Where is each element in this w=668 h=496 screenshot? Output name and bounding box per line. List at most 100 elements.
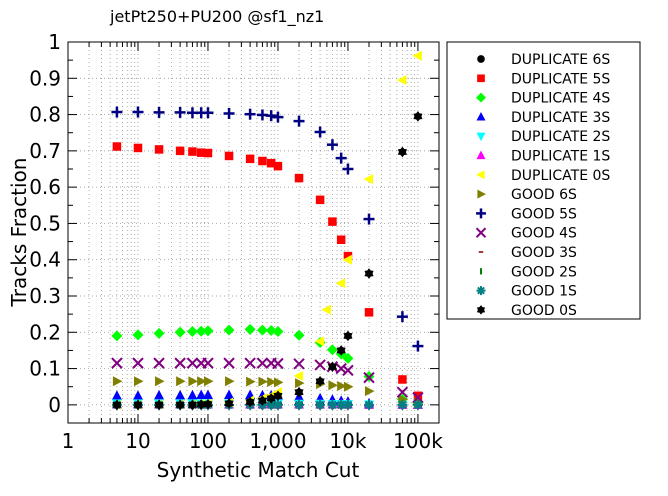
- data-point: [244, 357, 256, 369]
- data-point: [153, 327, 165, 339]
- y-tick-label: 1: [48, 30, 61, 54]
- y-tick-label: 0.3: [29, 284, 61, 308]
- legend-label: GOOD 6S: [511, 187, 577, 203]
- legend-label: DUPLICATE 4S: [511, 91, 610, 107]
- data-point: [258, 156, 267, 166]
- legend-label: GOOD 3S: [511, 245, 577, 261]
- data-point: [265, 110, 277, 122]
- data-point: [342, 352, 354, 364]
- series-duplicate-0s: [111, 50, 422, 410]
- data-points: [111, 50, 424, 411]
- data-point: [364, 399, 375, 410]
- data-point: [224, 389, 235, 400]
- legend-marker: [476, 92, 486, 103]
- data-point: [224, 151, 234, 161]
- data-point: [294, 399, 305, 410]
- series-duplicate-5s: [112, 142, 423, 401]
- data-point: [363, 371, 375, 384]
- legend-label: DUPLICATE 6S: [511, 52, 610, 68]
- data-point: [132, 106, 144, 118]
- data-point: [335, 152, 347, 164]
- legend-marker: [476, 208, 486, 219]
- legend-label: DUPLICATE 0S: [511, 168, 610, 184]
- data-point: [295, 378, 305, 389]
- legend-label: GOOD 5S: [511, 206, 577, 222]
- data-point: [132, 357, 144, 369]
- plot-frame: [67, 41, 440, 424]
- x-tick-label: 100k: [393, 429, 443, 453]
- data-point: [175, 389, 186, 400]
- data-point: [202, 389, 213, 400]
- data-point: [112, 399, 122, 411]
- data-point: [203, 398, 213, 410]
- data-point: [396, 75, 407, 86]
- legend-item: GOOD 4S: [475, 226, 577, 242]
- data-point: [343, 330, 353, 342]
- data-point: [397, 399, 408, 410]
- data-point: [186, 357, 199, 369]
- data-point: [111, 390, 122, 400]
- legend-marker: [476, 286, 486, 296]
- data-point: [203, 148, 213, 158]
- series-good-0s: [112, 111, 423, 411]
- data-point: [153, 106, 165, 118]
- data-point: [315, 399, 326, 410]
- data-point: [244, 323, 256, 335]
- y-tick-label: 0.4: [29, 248, 61, 272]
- data-point: [175, 146, 185, 156]
- x-tick-label: 10k: [329, 429, 366, 453]
- data-point: [293, 370, 304, 381]
- y-tick-label: 0.9: [29, 66, 61, 90]
- data-point: [315, 376, 325, 387]
- data-point: [202, 107, 214, 119]
- data-point: [273, 161, 283, 171]
- x-tick-label: 100: [189, 429, 227, 453]
- data-point: [223, 357, 235, 369]
- legend-item: DUPLICATE 2S: [476, 129, 610, 145]
- data-point: [294, 173, 304, 183]
- data-point: [293, 329, 305, 341]
- legend-marker: [476, 111, 486, 121]
- data-point: [203, 376, 214, 387]
- legend-item: DUPLICATE 1S: [476, 149, 610, 165]
- x-tick-label: 1: [62, 429, 75, 453]
- legend-item: GOOD 5S: [476, 206, 577, 222]
- data-point: [265, 324, 277, 336]
- legend-box: [446, 41, 641, 320]
- data-point: [326, 344, 338, 356]
- data-point: [273, 390, 283, 402]
- legend-marker: [477, 74, 485, 83]
- data-point: [272, 399, 283, 410]
- data-point: [223, 324, 235, 336]
- data-point: [132, 390, 143, 400]
- legend-marker: [476, 150, 486, 160]
- legend-item: DUPLICATE 5S: [477, 71, 610, 87]
- data-point: [336, 345, 346, 356]
- data-point: [256, 324, 268, 336]
- data-point: [413, 111, 423, 122]
- data-point: [111, 106, 123, 118]
- data-point: [153, 357, 165, 369]
- data-point: [223, 107, 235, 119]
- y-axis-label: Tracks Fraction: [7, 158, 31, 308]
- data-point: [321, 304, 331, 315]
- data-point: [342, 163, 354, 175]
- data-point: [245, 154, 255, 164]
- data-point: [412, 340, 424, 352]
- data-point: [186, 326, 198, 338]
- legend-item: GOOD 3S: [478, 245, 577, 261]
- data-point: [174, 357, 186, 369]
- legend-label: DUPLICATE 2S: [511, 129, 610, 145]
- data-point: [342, 399, 353, 410]
- legend-item: GOOD 2S: [480, 264, 577, 280]
- x-tick-label: 10: [125, 429, 150, 453]
- legend-label: GOOD 0S: [511, 303, 577, 319]
- y-tick-label: 0.1: [29, 357, 61, 381]
- legend-marker: [475, 227, 487, 238]
- legend-label: DUPLICATE 1S: [511, 149, 610, 165]
- data-point: [112, 376, 123, 387]
- data-point: [412, 391, 424, 404]
- data-point: [272, 357, 284, 370]
- data-point: [326, 139, 338, 151]
- data-point: [365, 386, 375, 397]
